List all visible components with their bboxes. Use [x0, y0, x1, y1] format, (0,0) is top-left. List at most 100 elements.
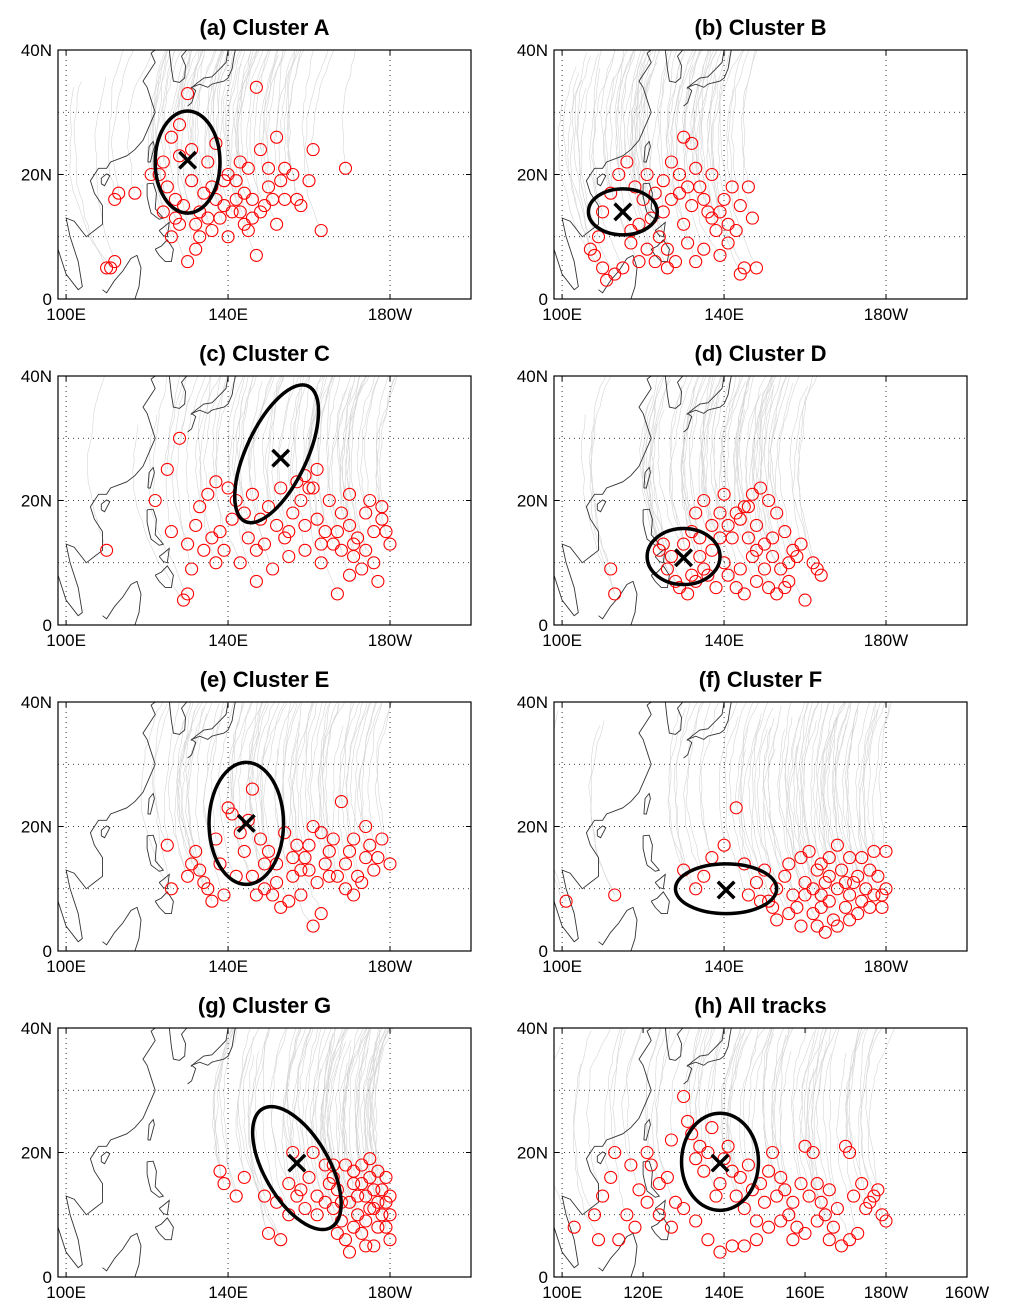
genesis-point	[338, 1233, 353, 1247]
track-line	[322, 1028, 349, 1178]
genesis-point	[620, 1208, 634, 1222]
track-line	[320, 1032, 334, 1209]
genesis-point	[749, 1233, 764, 1247]
genesis-point	[608, 587, 622, 601]
track-line	[871, 703, 890, 889]
genesis-point	[766, 900, 780, 914]
track-line	[865, 1028, 879, 1190]
genesis-point	[245, 487, 259, 501]
genesis-point	[814, 1195, 828, 1209]
track-line	[341, 50, 356, 169]
track-line	[151, 50, 172, 237]
genesis-point	[851, 869, 865, 883]
genesis-point	[632, 1183, 646, 1197]
coastline-segment	[664, 702, 684, 735]
genesis-point	[213, 525, 227, 539]
genesis-point	[338, 857, 353, 871]
genesis-point	[766, 1145, 780, 1160]
genesis-point	[342, 487, 357, 501]
genesis-point	[624, 223, 638, 238]
coastline-segment	[596, 173, 607, 187]
genesis-point	[867, 888, 881, 902]
track-line	[274, 50, 296, 181]
plot-area	[554, 1028, 967, 1277]
track-line	[309, 702, 327, 864]
genesis-point	[774, 1214, 788, 1228]
track-line	[167, 702, 192, 877]
panel-f: (f) Cluster F 100E 140E 180W 0 20N 40N	[517, 667, 968, 976]
genesis-point	[733, 199, 747, 213]
genesis-point	[822, 869, 836, 883]
coastline-segment	[168, 702, 188, 735]
genesis-point	[330, 525, 344, 539]
track-line	[751, 376, 777, 545]
genesis-point	[729, 223, 743, 238]
genesis-point	[608, 1145, 622, 1160]
x-tick-label: 180W	[864, 305, 908, 324]
genesis-point	[383, 857, 397, 871]
track-line	[586, 1028, 611, 1197]
coastline-segment	[187, 376, 236, 433]
track-line	[356, 376, 376, 514]
track-line	[762, 1028, 777, 1197]
genesis-point	[660, 1170, 674, 1184]
genesis-point	[233, 155, 247, 169]
genesis-point	[875, 1208, 889, 1222]
track-line	[363, 376, 380, 501]
track-line	[181, 710, 205, 883]
track-line	[862, 702, 877, 871]
genesis-point	[770, 1189, 784, 1203]
coastline-segment	[100, 1151, 111, 1165]
genesis-point	[367, 1239, 381, 1253]
track-line	[341, 702, 361, 852]
track-line	[742, 1028, 760, 1166]
coastline-segment	[158, 221, 170, 238]
track-line	[287, 50, 304, 206]
genesis-point	[749, 1214, 764, 1228]
background-tracks	[212, 1028, 394, 1253]
genesis-point	[717, 192, 731, 206]
track-line	[267, 376, 284, 526]
track-line	[292, 702, 303, 846]
track-line	[682, 50, 702, 187]
track-line	[859, 1028, 875, 1197]
panel-title: (h) All tracks	[694, 993, 826, 1018]
coastline-segment	[102, 1232, 142, 1277]
track-line	[203, 376, 222, 495]
track-line	[721, 1028, 746, 1159]
track-line	[739, 1028, 766, 1190]
coastline-segment	[598, 1232, 638, 1277]
genesis-point	[830, 838, 844, 852]
track-line	[749, 376, 774, 495]
coastline-segment	[158, 1199, 170, 1216]
genesis-point	[310, 1208, 324, 1222]
genesis-point	[310, 462, 324, 476]
genesis-point	[709, 223, 723, 238]
genesis-point	[640, 242, 654, 256]
track-line	[163, 50, 176, 187]
genesis-point	[164, 130, 178, 144]
track-line	[259, 50, 278, 150]
track-line	[683, 50, 701, 138]
track-line	[615, 50, 635, 175]
genesis-point	[359, 1189, 373, 1203]
coastline-segment	[683, 376, 732, 433]
track-line	[695, 50, 718, 187]
track-line	[726, 88, 757, 269]
genesis-point	[253, 143, 268, 157]
track-line	[858, 705, 883, 896]
track-line	[248, 702, 273, 896]
genesis-point	[363, 1152, 377, 1166]
genesis-point	[282, 1177, 296, 1191]
track-line	[140, 702, 172, 889]
track-line	[212, 384, 241, 563]
coastline-segment	[686, 50, 725, 89]
track-line	[215, 50, 234, 212]
genesis-point	[294, 1183, 308, 1197]
track-line	[670, 50, 697, 163]
track-line	[712, 50, 744, 225]
genesis-point	[664, 549, 678, 564]
genesis-point	[745, 487, 759, 501]
genesis-point	[302, 1170, 316, 1184]
genesis-point	[794, 1177, 808, 1191]
